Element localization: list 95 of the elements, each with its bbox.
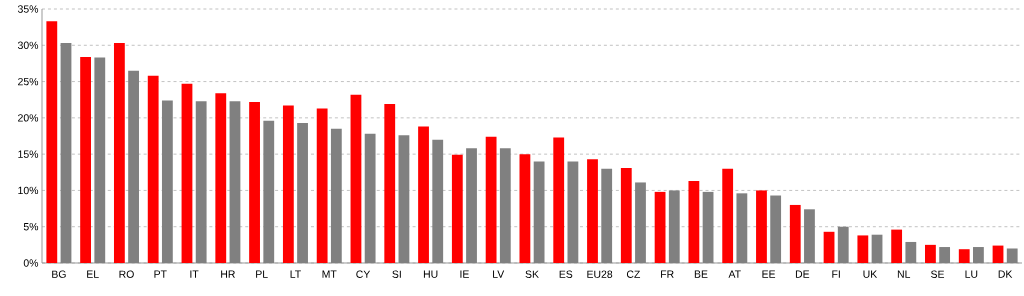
bar [553, 137, 565, 263]
y-tick-label: 5% [23, 223, 39, 231]
bar [451, 154, 463, 263]
bar [418, 126, 429, 263]
y-tick-label: 30% [17, 41, 39, 49]
bar [485, 136, 497, 263]
bar [161, 100, 173, 263]
x-tick-label: PL [256, 270, 268, 278]
y-tick-label: 20% [18, 114, 39, 122]
x-tick-label: BG [52, 270, 66, 278]
y-tick-label: 25% [18, 77, 39, 86]
y-tick-label: 10% [18, 186, 39, 195]
bar [1006, 248, 1018, 263]
bar [905, 241, 917, 263]
bar [823, 231, 835, 263]
x-tick-label: FR [661, 270, 674, 278]
bar [282, 105, 294, 263]
bar [432, 139, 444, 263]
x-tick-label: DE [795, 270, 810, 278]
bar [249, 101, 260, 263]
bar [384, 104, 396, 263]
bar [736, 193, 748, 263]
bar [350, 94, 362, 263]
bar [722, 168, 734, 263]
bar [789, 204, 801, 263]
bar [688, 180, 700, 263]
y-tick-label: 0% [23, 259, 39, 267]
bar [925, 244, 936, 263]
bar [958, 249, 970, 263]
x-tick-label: HU [423, 270, 438, 278]
x-tick-label: IE [460, 270, 469, 278]
x-tick-label: LT [290, 270, 301, 278]
bar [654, 191, 666, 263]
x-tick-label: SI [392, 270, 401, 278]
x-tick-label: EE [762, 270, 776, 278]
x-tick-label: PT [154, 270, 167, 278]
bar [466, 148, 477, 263]
bar [871, 234, 883, 263]
x-tick-label: CY [356, 270, 371, 278]
x-tick-label: EU28 [587, 270, 613, 278]
bar [857, 235, 869, 263]
bar [94, 57, 106, 263]
x-tick-label: FI [832, 270, 840, 278]
bar [601, 168, 613, 263]
bar [992, 245, 1004, 263]
bar [635, 182, 646, 263]
bar [398, 135, 410, 263]
bar [147, 75, 159, 263]
bar [113, 43, 125, 263]
bar [215, 93, 227, 263]
bar [330, 128, 342, 263]
x-tick-label: DK [998, 270, 1013, 278]
bar [891, 229, 903, 263]
bar [60, 43, 72, 263]
x-tick-label: HR [221, 270, 235, 278]
bar [181, 83, 193, 263]
bar [804, 209, 815, 263]
bar [587, 159, 598, 263]
bar [519, 154, 531, 263]
bar [297, 122, 308, 263]
bar [263, 120, 275, 263]
y-tick-label: 35% [17, 5, 39, 13]
x-tick-label: UK [863, 270, 878, 278]
bar [316, 108, 328, 263]
bar [80, 56, 92, 263]
bar [973, 247, 984, 263]
bar [702, 191, 714, 263]
bar [939, 247, 951, 263]
bar [229, 101, 241, 263]
bar [756, 190, 767, 263]
x-tick-label: AT [728, 270, 741, 278]
x-tick-label: BE [694, 270, 708, 278]
x-tick-label: IT [190, 270, 199, 278]
bar [128, 70, 139, 263]
bar [668, 190, 680, 263]
x-tick-label: EL [87, 270, 99, 278]
bar [533, 161, 545, 263]
x-tick-label: ES [559, 270, 573, 278]
x-tick-label: RO [119, 270, 134, 278]
bar [46, 21, 58, 263]
bar [567, 161, 579, 263]
bar [499, 148, 511, 263]
y-tick-label: 15% [18, 150, 39, 158]
bar [620, 167, 632, 263]
bar [364, 133, 376, 263]
bar [195, 101, 207, 263]
x-tick-label: NL [897, 270, 911, 278]
x-tick-label: MT [322, 270, 337, 278]
x-tick-label: LV [493, 270, 505, 278]
x-tick-label: SE [931, 270, 945, 278]
x-tick-label: LU [965, 270, 978, 278]
bar [837, 226, 849, 263]
bar [770, 195, 782, 263]
x-tick-label: CZ [626, 270, 641, 278]
x-tick-label: SK [525, 270, 539, 278]
